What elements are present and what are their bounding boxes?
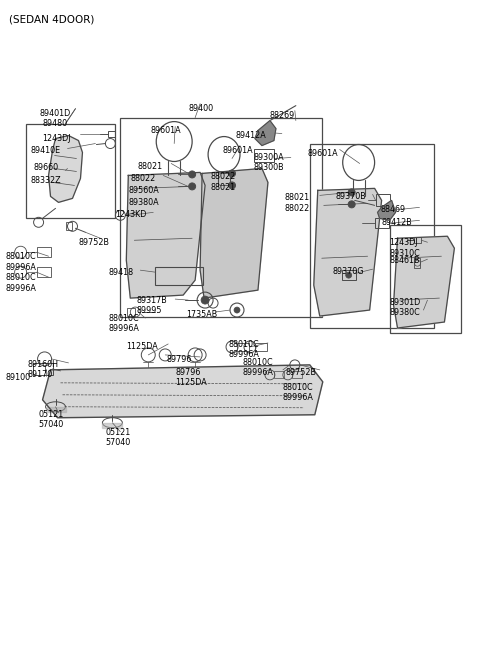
Bar <box>274 371 284 378</box>
Circle shape <box>201 296 209 304</box>
Text: 89796: 89796 <box>166 355 192 364</box>
Text: 88022: 88022 <box>130 174 156 184</box>
Polygon shape <box>394 236 455 328</box>
Polygon shape <box>48 136 83 202</box>
Bar <box>292 371 302 378</box>
Text: 89100: 89100 <box>6 373 31 382</box>
Text: 89370G: 89370G <box>333 267 364 276</box>
Text: 88010C
89996A: 88010C 89996A <box>108 314 139 333</box>
Text: 88010C
89996A: 88010C 89996A <box>6 252 36 272</box>
Polygon shape <box>378 200 396 220</box>
Circle shape <box>346 272 352 278</box>
Text: 88010C
89996A: 88010C 89996A <box>228 340 259 359</box>
Text: 88469: 88469 <box>381 205 406 215</box>
Polygon shape <box>255 121 276 146</box>
Bar <box>374 218 389 228</box>
Bar <box>155 267 203 285</box>
Bar <box>415 258 420 268</box>
Circle shape <box>189 171 196 178</box>
Text: 1243DJ
89310C: 1243DJ 89310C <box>390 238 420 258</box>
Text: 88021: 88021 <box>137 163 162 171</box>
Polygon shape <box>43 365 323 418</box>
Text: 89752B: 89752B <box>78 238 109 247</box>
Text: 89412A: 89412A <box>235 131 266 140</box>
Text: 89601A: 89601A <box>308 148 338 157</box>
Polygon shape <box>126 173 205 298</box>
Bar <box>415 237 421 243</box>
Text: 89160H
89170: 89160H 89170 <box>28 360 59 379</box>
Polygon shape <box>314 188 382 316</box>
Text: 89380A: 89380A <box>128 198 159 207</box>
Text: 89401D
89480: 89401D 89480 <box>40 109 71 128</box>
Text: 89660: 89660 <box>34 163 59 173</box>
Bar <box>237 343 249 351</box>
Text: 89601A: 89601A <box>222 146 252 155</box>
Text: 88021
88022: 88021 88022 <box>285 194 310 213</box>
Bar <box>376 194 390 207</box>
Text: 05121
57040: 05121 57040 <box>106 428 131 447</box>
Bar <box>255 343 267 351</box>
Bar <box>120 117 322 317</box>
Text: 88010C
89996A: 88010C 89996A <box>283 383 314 402</box>
Text: 89601A: 89601A <box>150 125 181 134</box>
Circle shape <box>234 307 240 313</box>
Polygon shape <box>200 169 268 298</box>
Polygon shape <box>46 407 65 412</box>
Text: 89418: 89418 <box>108 268 133 277</box>
Text: 89752B: 89752B <box>286 368 317 377</box>
Bar <box>390 225 461 333</box>
Circle shape <box>189 183 196 190</box>
Circle shape <box>348 189 355 196</box>
Text: 88332Z: 88332Z <box>31 176 61 186</box>
Bar <box>342 270 356 280</box>
Text: 88269: 88269 <box>270 111 295 119</box>
Text: 89410E: 89410E <box>31 146 61 155</box>
Text: 1243KD: 1243KD <box>115 211 147 219</box>
Text: 89560A: 89560A <box>128 186 159 195</box>
Bar <box>36 267 50 277</box>
Text: 88010C
89996A: 88010C 89996A <box>243 358 274 377</box>
Circle shape <box>228 170 236 177</box>
Text: 89796
1125DA: 89796 1125DA <box>175 368 207 387</box>
Text: 89300A
89300B: 89300A 89300B <box>254 152 285 172</box>
Text: 89412B: 89412B <box>382 218 412 228</box>
Text: 1735AB: 1735AB <box>186 310 217 319</box>
Bar <box>127 308 135 316</box>
Text: 89317B
89995: 89317B 89995 <box>136 296 167 316</box>
Text: 89370B: 89370B <box>336 192 366 201</box>
Text: 1243DJ: 1243DJ <box>43 134 71 142</box>
Text: 88022
88021: 88022 88021 <box>210 173 235 192</box>
Circle shape <box>228 182 236 189</box>
Text: 89301D
89380C: 89301D 89380C <box>390 298 421 318</box>
Text: 05121
57040: 05121 57040 <box>38 410 64 429</box>
Text: 89400: 89400 <box>188 104 213 113</box>
Bar <box>36 247 50 257</box>
Text: 88010C
89996A: 88010C 89996A <box>6 273 36 293</box>
Text: 88461B: 88461B <box>390 256 420 265</box>
Circle shape <box>348 201 355 208</box>
Text: (SEDAN 4DOOR): (SEDAN 4DOOR) <box>9 15 94 25</box>
Bar <box>310 144 434 328</box>
Polygon shape <box>102 422 122 428</box>
Text: 1125DA: 1125DA <box>126 342 158 351</box>
Bar <box>33 363 52 375</box>
Bar <box>254 148 274 163</box>
Bar <box>108 131 115 136</box>
Bar <box>25 123 115 218</box>
Bar <box>65 222 72 230</box>
